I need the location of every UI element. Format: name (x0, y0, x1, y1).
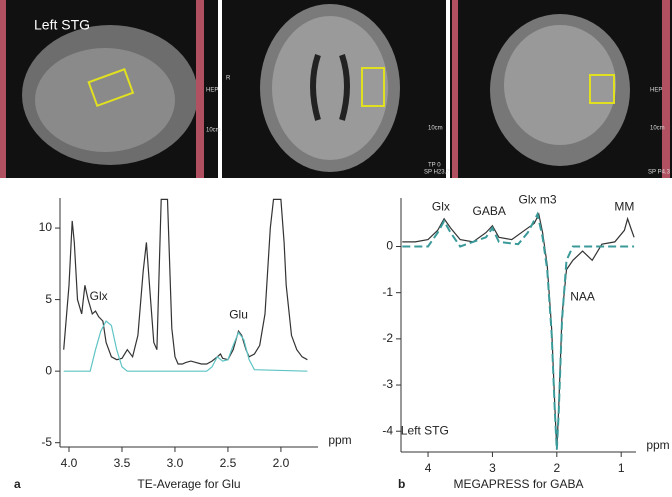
mri-mark: 10cm (206, 128, 221, 134)
mri-images: Left STG HEP 10cm R 10cm TP 0 SP H23.7 H… (0, 0, 672, 178)
mri-mark: SP P4.3 (648, 170, 671, 176)
x-tick-label: 2.5 (220, 456, 237, 470)
chart-title: TE-Average for Glu (137, 477, 240, 491)
x-axis-label: ppm (328, 433, 351, 447)
annotation: NAA (570, 289, 595, 303)
annotation: Glx (432, 199, 450, 213)
brain (35, 48, 175, 152)
annotation: GABA (473, 204, 506, 218)
mri-mark: HEP (650, 88, 662, 94)
mri-mark: SP H23.7 (424, 170, 450, 176)
x-tick-label: 2 (553, 461, 560, 475)
y-tick-label: -1 (382, 285, 393, 299)
y-tick-label: -5 (41, 435, 52, 449)
x-tick-label: 3.5 (114, 456, 131, 470)
panel-label: a (14, 477, 21, 491)
spectrum-line (402, 211, 635, 450)
panel-label: b (398, 477, 405, 491)
annotation: MM (614, 199, 634, 213)
mri-mark: HEP (206, 88, 218, 94)
y-tick-label: 5 (45, 292, 52, 306)
chart-title: MEGAPRESS for GABA (453, 477, 583, 491)
ruler (196, 0, 204, 178)
spectrum-line (63, 198, 308, 365)
annotation: Glu (229, 308, 248, 322)
voxel (87, 68, 135, 108)
x-tick-label: 3.0 (167, 456, 184, 470)
mri-mark: 10cm (428, 126, 443, 132)
mri-label: Left STG (34, 17, 90, 33)
annotation: Left STG (401, 423, 449, 437)
x-tick-label: 2.0 (273, 456, 290, 470)
ruler (452, 0, 458, 178)
mri-mark: TP 0 (428, 163, 441, 169)
voxel (589, 74, 615, 104)
ventricles (310, 54, 350, 121)
y-tick-label: -4 (382, 423, 393, 437)
mri-mark: R (226, 76, 231, 82)
x-axis-label: ppm (646, 438, 669, 452)
x-tick-label: 4 (425, 461, 432, 475)
spectrum-line (63, 320, 308, 372)
x-tick-label: 3 (489, 461, 496, 475)
y-tick-label: 0 (45, 363, 52, 377)
x-tick-label: 1 (618, 461, 625, 475)
mri-mark: 10cm (650, 126, 665, 132)
brain (272, 16, 388, 160)
y-tick-label: 0 (386, 239, 393, 253)
y-tick-label: -3 (382, 377, 393, 391)
y-tick-label: -2 (382, 331, 393, 345)
ruler (0, 0, 6, 178)
annotation: Glx m3 (518, 192, 556, 206)
spectrum-line (402, 212, 635, 450)
x-tick-label: 4.0 (61, 456, 78, 470)
voxel (361, 67, 385, 107)
annotation: Glx (90, 289, 108, 303)
brain (504, 25, 616, 145)
y-tick-label: 10 (39, 220, 53, 234)
ruler (662, 0, 670, 178)
